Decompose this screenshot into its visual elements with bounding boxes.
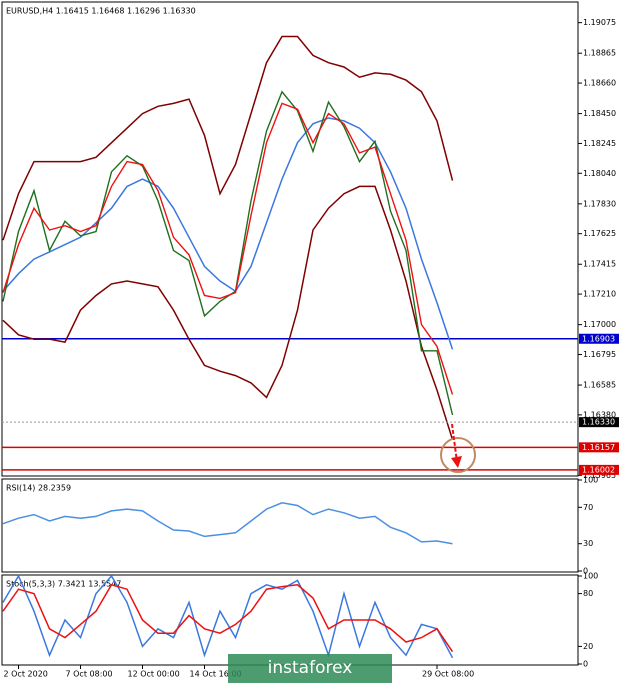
y-tick-label: 1.17625 — [583, 229, 616, 238]
y-tick-label: 20 — [583, 642, 593, 651]
panel-title: EURUSD,H4 1.16415 1.16468 1.16296 1.1633… — [6, 7, 196, 16]
x-tick-label: 2 Oct 2020 — [4, 670, 48, 679]
series-line — [2, 102, 454, 395]
y-tick-label: 0 — [583, 660, 588, 669]
y-tick-label: 1.17210 — [583, 290, 616, 299]
level-label-bg — [579, 442, 619, 453]
y-tick-label: 100 — [583, 572, 598, 581]
rsi-panel — [1, 478, 579, 573]
y-tick-label: 30 — [583, 539, 593, 548]
series-line — [2, 35, 454, 241]
price-panel — [1, 1, 579, 477]
x-tick-label: 14 Oct 16:00 — [190, 670, 242, 679]
y-tick-label: 0 — [583, 567, 588, 576]
target-circle — [440, 437, 476, 473]
y-tick-label: 1.18040 — [583, 169, 616, 178]
y-tick-label: 100 — [583, 476, 598, 485]
y-tick-label: 1.19075 — [583, 18, 616, 27]
x-tick-label: 29 Oct 08:00 — [422, 670, 474, 679]
y-tick-label: 1.18450 — [583, 109, 616, 118]
y-tick-label: 1.18865 — [583, 49, 616, 58]
series-line — [2, 583, 454, 653]
x-tick-label: 7 Oct 08:00 — [66, 670, 113, 679]
level-label: 1.16157 — [582, 443, 615, 452]
series-line — [2, 574, 454, 659]
y-tick-label: 80 — [583, 589, 593, 598]
y-tick-label: 70 — [583, 503, 593, 512]
last-price-bg — [579, 417, 619, 428]
marks: EURUSD,H4 1.16415 1.16468 1.16296 1.1633… — [2, 7, 619, 679]
y-tick-label: 1.17000 — [583, 320, 616, 329]
y-tick-label: 1.17415 — [583, 260, 616, 269]
panel-title: Stoch(5,3,3) 7.3421 13.5547 — [6, 580, 121, 589]
y-tick-label: 1.16380 — [583, 410, 616, 419]
series-line — [2, 185, 454, 440]
last-price-label: 1.16330 — [582, 418, 615, 427]
y-tick-label: 1.18245 — [583, 139, 616, 148]
arrow-head — [451, 456, 462, 468]
watermark-bg — [228, 654, 392, 683]
arrow-shaft — [451, 423, 458, 463]
watermark: instaforex — [268, 658, 353, 678]
y-tick-label: 1.16795 — [583, 350, 616, 359]
level-label: 1.16002 — [582, 465, 615, 474]
y-tick-label: 1.17830 — [583, 199, 616, 208]
y-tick-label: 1.15965 — [583, 471, 616, 480]
panel-title: RSI(14) 28.2359 — [6, 484, 71, 493]
level-label-bg — [579, 464, 619, 475]
series-line — [2, 117, 454, 350]
x-tick-label: 12 Oct 00:00 — [128, 670, 180, 679]
watermark-box: instaforex — [228, 654, 392, 683]
annotation — [440, 423, 476, 473]
y-tick-label: 1.16585 — [583, 381, 616, 390]
y-tick-label: 1.18660 — [583, 79, 616, 88]
level-label: 1.16903 — [582, 334, 615, 343]
series-line — [2, 502, 453, 545]
level-label-bg — [579, 333, 619, 344]
